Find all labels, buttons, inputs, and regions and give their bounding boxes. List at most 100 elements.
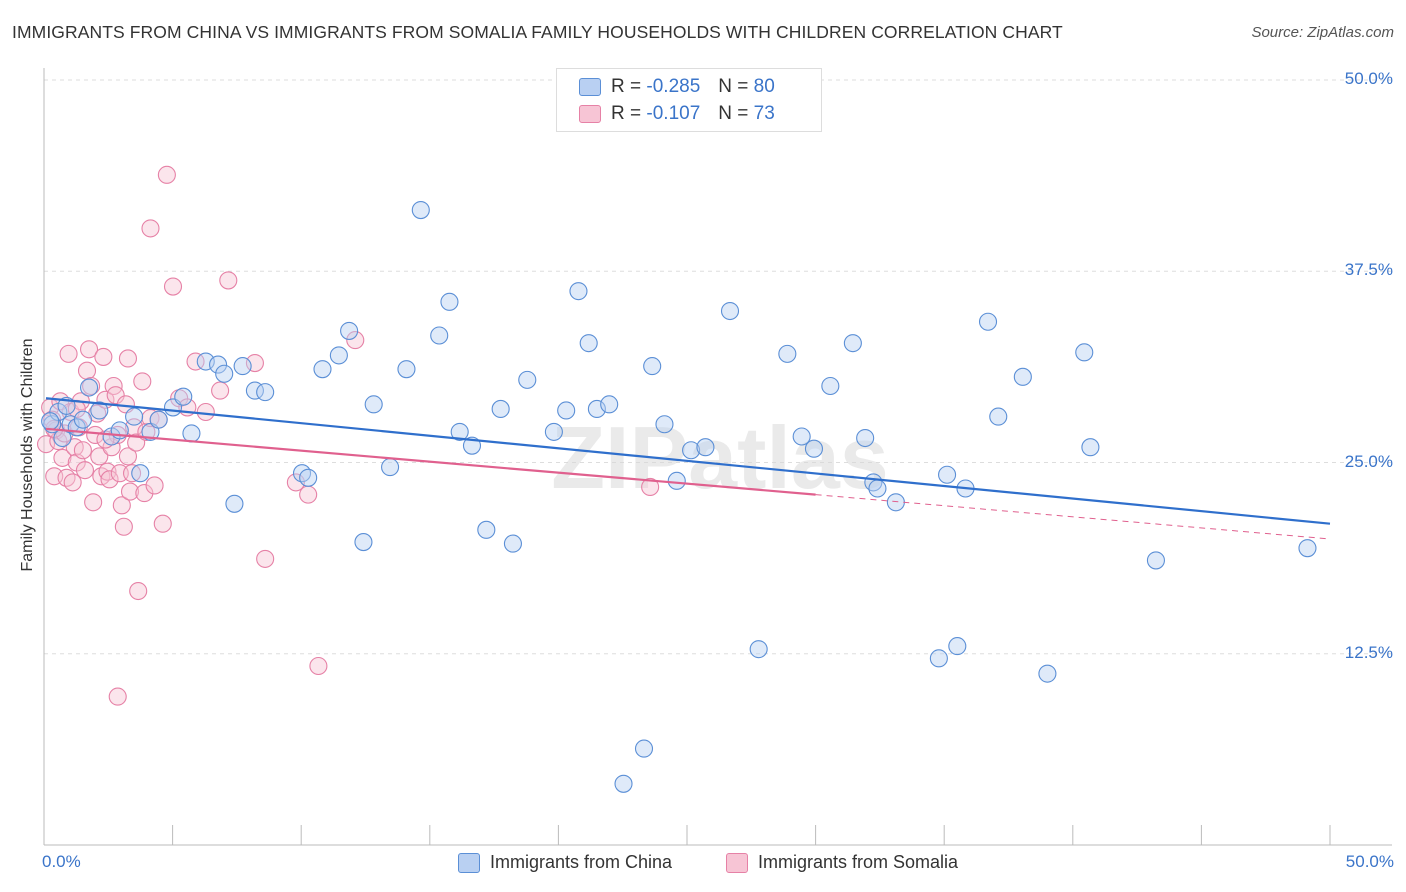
- china-point: [209, 355, 228, 374]
- china-point: [843, 334, 862, 353]
- somalia-point: [84, 493, 103, 512]
- legend-n-label: N =: [718, 76, 749, 97]
- china-point: [73, 410, 92, 429]
- somalia-trend-line: [45, 427, 816, 496]
- china-point: [989, 407, 1008, 426]
- legend-row-somalia: R = -0.107 N = 73: [579, 100, 775, 128]
- somalia-point: [80, 340, 99, 359]
- china-point: [215, 364, 234, 383]
- china-point: [149, 410, 168, 429]
- china-point: [614, 774, 633, 793]
- china-point: [749, 640, 768, 659]
- china-point: [667, 471, 686, 490]
- china-point: [643, 357, 662, 376]
- china-point: [131, 464, 150, 483]
- somalia-point: [112, 496, 131, 515]
- source-credit: Source: ZipAtlas.com: [1251, 24, 1394, 41]
- somalia-point: [59, 344, 78, 363]
- china-point: [804, 439, 824, 458]
- china-point: [569, 282, 588, 301]
- somalia-point: [75, 461, 95, 480]
- china-point: [1081, 438, 1100, 457]
- china-point: [80, 378, 99, 397]
- somalia-point: [309, 656, 328, 676]
- china-point: [233, 357, 252, 376]
- somalia-point: [118, 447, 138, 466]
- china-point: [364, 395, 383, 414]
- china-point: [125, 407, 144, 426]
- somalia-point: [114, 517, 133, 536]
- legend-row-china: R = -0.285 N = 80: [579, 73, 775, 101]
- china-point: [557, 401, 576, 420]
- legend-n-value-somalia: 73: [753, 103, 775, 124]
- china-point: [929, 649, 948, 668]
- china-point: [978, 312, 998, 331]
- somalia-point: [157, 165, 176, 184]
- china-point: [174, 387, 193, 406]
- china-point: [1146, 551, 1165, 570]
- somalia-point: [110, 464, 129, 483]
- somalia-point: [118, 349, 138, 368]
- somalia-point: [108, 687, 127, 706]
- china-point: [329, 346, 348, 365]
- china-point: [491, 399, 510, 419]
- china-point: [938, 465, 957, 484]
- china-point: [381, 458, 400, 477]
- china-point: [778, 344, 797, 363]
- somalia-point: [145, 476, 164, 495]
- somalia-point: [106, 386, 125, 405]
- somalia-point: [133, 372, 152, 391]
- legend-swatch-somalia: [579, 105, 601, 123]
- china-point: [299, 468, 318, 487]
- somalia-point: [186, 352, 205, 371]
- somalia-point: [90, 447, 109, 466]
- somalia-point: [120, 482, 140, 501]
- somalia-point: [196, 402, 215, 422]
- china-point: [450, 422, 469, 441]
- somalia-point: [129, 581, 148, 601]
- china-point: [182, 424, 201, 443]
- y-tick-label: 37.5%: [1344, 260, 1393, 280]
- somalia-point: [53, 448, 72, 467]
- china-point: [440, 292, 459, 311]
- china-points: [41, 201, 1317, 793]
- bottom-legend: Immigrants from China Immigrants from So…: [0, 852, 1406, 878]
- china-point: [90, 401, 109, 420]
- china-point: [41, 412, 60, 431]
- china-point: [313, 360, 332, 379]
- somalia-point: [77, 361, 97, 380]
- china-point: [430, 326, 449, 345]
- somalia-point: [94, 347, 113, 366]
- china-trend-line: [45, 397, 1331, 525]
- somalia-point: [63, 473, 82, 492]
- china-point: [868, 479, 887, 498]
- y-tick-label: 12.5%: [1344, 642, 1393, 662]
- china-point: [579, 334, 598, 353]
- bottom-legend-label-china: Immigrants from China: [490, 852, 673, 872]
- bottom-legend-somalia: Immigrants from Somalia: [726, 852, 958, 873]
- china-point: [1075, 343, 1094, 362]
- china-point: [1038, 664, 1057, 683]
- x-tick-label-max: 50.0%: [1345, 852, 1394, 871]
- china-point: [634, 739, 654, 758]
- legend: R = -0.285 N = 80 R = -0.107 N = 73: [556, 68, 822, 132]
- china-point: [544, 422, 563, 441]
- bottom-legend-swatch-china: [458, 852, 480, 873]
- china-point: [886, 493, 905, 512]
- china-point: [948, 637, 967, 656]
- china-point: [354, 533, 373, 552]
- somalia-point: [141, 219, 160, 238]
- somalia-point: [100, 470, 119, 489]
- legend-swatch-china: [579, 78, 601, 96]
- china-point: [462, 436, 482, 455]
- somalia-point: [211, 381, 230, 400]
- gridlines: [44, 79, 1392, 655]
- china-point: [340, 321, 359, 340]
- somalia-point: [219, 271, 238, 290]
- somalia-point: [346, 331, 365, 350]
- bottom-legend-swatch-somalia: [726, 852, 748, 873]
- china-point: [256, 383, 275, 402]
- china-point: [600, 395, 619, 414]
- legend-n-value-china: 80: [753, 76, 775, 97]
- somalia-point: [256, 549, 275, 568]
